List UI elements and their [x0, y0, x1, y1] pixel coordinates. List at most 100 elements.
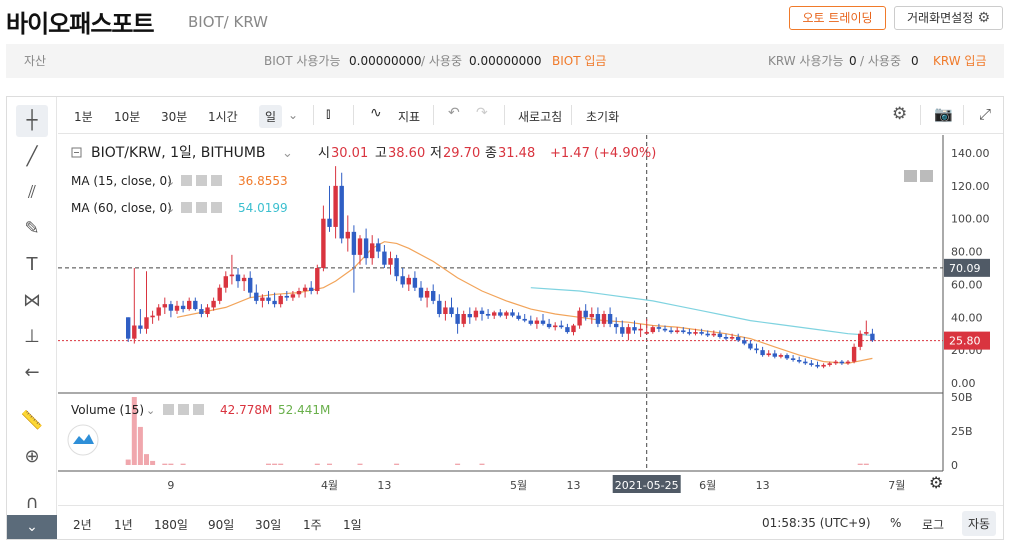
candle-body — [736, 337, 741, 341]
candle-body — [528, 320, 533, 324]
fullscreen-icon[interactable]: ⤢ — [979, 105, 992, 123]
screen-settings-button[interactable]: 거래화면설정 ⚙ — [894, 6, 1003, 30]
candle-body — [504, 312, 509, 316]
crosshair-price-label: 70.09 — [949, 262, 981, 275]
range-180d[interactable]: 180일 — [154, 518, 188, 532]
percent-scale-button[interactable]: % — [890, 516, 902, 530]
refresh-button[interactable]: 새로고침 — [518, 110, 563, 124]
axis-settings-icon[interactable]: ⚙ — [929, 473, 943, 492]
pattern-icon[interactable]: ⋈ — [23, 290, 41, 311]
candle-body — [467, 314, 472, 318]
volume-caret-icon[interactable]: ⌄ — [146, 404, 155, 417]
interval-1m[interactable]: 1분 — [74, 110, 93, 124]
redo-icon[interactable]: ↷ — [476, 105, 488, 121]
collapse-chevron-icon[interactable]: ⌄ — [7, 515, 57, 539]
back-arrow-icon[interactable]: ← — [24, 362, 40, 383]
candle-body — [443, 307, 448, 314]
candle-body — [858, 333, 863, 347]
interval-1h[interactable]: 1시간 — [208, 110, 238, 124]
close-icon[interactable] — [193, 404, 204, 415]
ma15-caret-icon[interactable]: ⌄ — [166, 175, 175, 188]
volume-bar — [266, 463, 271, 465]
open-label: 시 — [318, 146, 330, 161]
candle-body — [790, 358, 796, 360]
auto-scale-button[interactable]: 자동 — [962, 511, 997, 536]
candle-body — [382, 251, 387, 265]
indicator-icon[interactable]: ∿ — [370, 105, 382, 121]
indicator-button[interactable]: 지표 — [398, 110, 421, 124]
candle-body — [839, 361, 845, 364]
range-90d[interactable]: 90일 — [208, 518, 235, 532]
high-value: 38.60 — [388, 146, 425, 161]
range-1d[interactable]: 1일 — [343, 518, 362, 532]
interval-10m[interactable]: 10분 — [114, 110, 141, 124]
candle-style-icon[interactable]: ⫾ — [326, 106, 331, 122]
ma15-value: 36.8553 — [238, 174, 288, 188]
biot-deposit-link[interactable]: BIOT 입금 — [552, 54, 607, 68]
eye-icon[interactable] — [163, 404, 174, 415]
range-1w[interactable]: 1주 — [303, 518, 322, 532]
close-icon[interactable] — [211, 202, 222, 213]
range-1y[interactable]: 1년 — [114, 518, 133, 532]
legend-caret-icon[interactable]: ⌄ — [282, 146, 293, 161]
candle-body — [553, 325, 558, 328]
brush-icon[interactable]: ✎ — [24, 218, 40, 239]
eye-icon[interactable] — [181, 175, 192, 186]
volume-bar — [137, 426, 143, 465]
crosshair-icon[interactable]: ┼ — [16, 105, 48, 137]
x-tick-label: 7월 — [888, 479, 905, 492]
ruler-icon[interactable]: 📏 — [20, 410, 44, 431]
candle-body — [851, 346, 857, 362]
candle-body — [302, 287, 308, 291]
candle-body — [656, 327, 662, 329]
candle-body — [644, 332, 649, 334]
eye-icon[interactable] — [181, 202, 192, 213]
volume-bar — [327, 463, 332, 465]
candle-body — [626, 327, 631, 334]
candle-body — [431, 291, 436, 301]
undo-icon[interactable]: ↶ — [448, 105, 460, 121]
range-2y[interactable]: 2년 — [73, 518, 92, 532]
fib-lines-icon[interactable]: ⫽ — [27, 182, 37, 203]
magnet-icon[interactable]: ∩ — [25, 492, 39, 513]
interval-30m[interactable]: 30분 — [161, 110, 188, 124]
range-30d[interactable]: 30일 — [255, 518, 282, 532]
text-tool-icon[interactable]: T — [26, 254, 38, 275]
interval-1d[interactable]: 일 — [259, 105, 283, 128]
trend-line-icon[interactable]: ╱ — [26, 146, 38, 167]
asset-label: 자산 — [24, 54, 47, 68]
interval-dropdown-icon[interactable]: ⌄ — [288, 108, 299, 122]
price-chart[interactable]: 140.00120.00100.0080.0060.0040.0020.000.… — [58, 135, 1003, 505]
candle-body — [223, 276, 228, 288]
candle-body — [296, 291, 302, 295]
candle-body — [540, 320, 546, 324]
log-scale-button[interactable]: 로그 — [922, 518, 945, 532]
reset-button[interactable]: 초기화 — [586, 110, 620, 124]
ma60-caret-icon[interactable]: ⌄ — [166, 202, 175, 215]
y-tick-label: 40.00 — [951, 311, 983, 324]
settings-icon[interactable]: ⚙ — [892, 104, 908, 124]
close-icon[interactable] — [211, 175, 222, 186]
last-price-label: 25.80 — [949, 335, 981, 348]
camera-icon[interactable]: 📷 — [934, 105, 953, 123]
auto-trading-button[interactable]: 오토 트레이딩 — [789, 6, 886, 30]
volume-tick-label: 0 — [951, 459, 958, 472]
candle-body — [394, 258, 399, 277]
measure-icon[interactable]: ⊥ — [24, 326, 40, 347]
candle-body — [333, 185, 338, 227]
candle-body — [815, 364, 820, 367]
collapse-legend-icon[interactable] — [71, 147, 82, 158]
gear-icon[interactable] — [196, 202, 207, 213]
candle-body — [809, 363, 814, 365]
scroll-down-icon[interactable] — [904, 170, 917, 182]
candle-body — [321, 218, 326, 268]
krw-deposit-link[interactable]: KRW 입금 — [933, 54, 987, 68]
scroll-up-icon[interactable] — [920, 170, 933, 182]
candle-body — [632, 327, 637, 331]
candle-body — [577, 310, 582, 326]
zoom-in-icon[interactable]: ⊕ — [24, 446, 40, 467]
gear-icon[interactable] — [178, 404, 189, 415]
candle-body — [693, 332, 698, 334]
gear-icon[interactable] — [196, 175, 207, 186]
crosshair-date-badge — [612, 475, 681, 493]
